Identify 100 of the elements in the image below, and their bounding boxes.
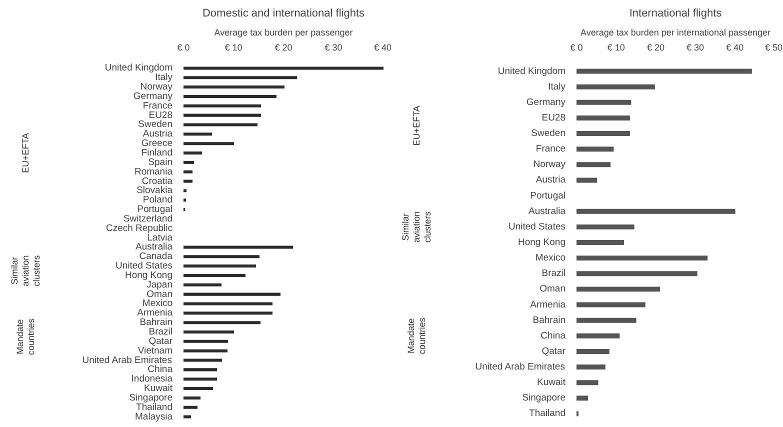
bar	[184, 396, 200, 400]
bar	[184, 368, 217, 372]
y-tick-label: United Arab Emirates	[475, 362, 566, 373]
bar	[576, 302, 646, 308]
y-tick-label: Sweden	[138, 119, 173, 130]
x-tick-label: € 40	[726, 42, 744, 52]
y-tick-label: United Arab Emirates	[82, 354, 172, 366]
bar	[576, 224, 634, 230]
y-tick-label: France	[536, 144, 566, 155]
y-tick-label: Spain	[148, 156, 173, 168]
y-tick-label: Japan	[146, 279, 173, 290]
y-tick-label: United Kingdom	[104, 62, 173, 74]
y-tick-label: Bahrain	[532, 314, 566, 326]
y-tick-label: Kuwait	[536, 377, 566, 388]
bar	[576, 162, 611, 168]
y-tick-label: Germany	[133, 90, 173, 102]
y-tick-label: Bahrain	[140, 317, 173, 328]
y-tick-label: Armenia	[530, 299, 566, 310]
bar	[184, 104, 261, 108]
x-tick-label: € 10	[224, 42, 242, 52]
x-tick-label: € 0	[177, 42, 190, 52]
y-tick-label: Germany	[526, 96, 566, 108]
y-tick-label: United States	[508, 221, 566, 232]
y-tick-label: Croatia	[142, 176, 174, 187]
bar	[184, 123, 258, 126]
x-axis-title: Average tax burden per international passenger	[580, 28, 770, 38]
y-tick-label: Sweden	[531, 128, 566, 140]
y-tick-label: Norway	[533, 159, 566, 170]
y-tick-label: Italy	[548, 81, 566, 92]
bar	[576, 240, 624, 245]
bar	[576, 100, 632, 105]
y-tick-label: Australia	[136, 242, 174, 253]
bar	[576, 131, 630, 136]
y-tick-label: Brazil	[542, 268, 566, 280]
bar	[184, 255, 260, 258]
bar	[184, 151, 202, 155]
y-tick-label: Portugal	[530, 190, 566, 202]
y-tick-label: Canada	[139, 251, 174, 262]
bar	[184, 132, 212, 136]
bar	[184, 349, 228, 352]
y-tick-label: Austria	[536, 174, 566, 186]
y-tick-label: Thailand	[529, 408, 566, 420]
x-tick-label: € 0	[570, 42, 583, 52]
bar	[184, 114, 261, 117]
x-tick-label: € 20	[646, 42, 664, 52]
bar	[576, 256, 708, 261]
bar	[576, 208, 736, 214]
bar	[184, 406, 198, 409]
y-tick-label: Oman	[540, 284, 566, 295]
y-tick-label: Kuwait	[144, 383, 173, 394]
bar	[576, 84, 655, 90]
bar	[184, 76, 297, 80]
bar	[184, 180, 192, 183]
bar	[184, 264, 256, 268]
bar	[184, 66, 384, 70]
y-tick-label: Switzerland	[123, 213, 173, 224]
bar	[184, 160, 194, 164]
bar	[576, 396, 588, 401]
x-axis-title: Average tax burden per passenger	[214, 28, 353, 38]
text: Similar aviation clusters	[400, 210, 432, 242]
text: EU+EFTA	[20, 132, 30, 174]
y-tick-label: Poland	[142, 194, 173, 206]
bar	[184, 387, 213, 390]
bar	[184, 330, 234, 334]
bar	[576, 318, 636, 323]
y-tick-label: Thailand	[136, 402, 173, 413]
y-tick-label: EU28	[542, 112, 566, 124]
y-tick-label: Austria	[142, 128, 174, 140]
bar	[184, 142, 234, 146]
bar	[576, 115, 630, 120]
y-tick-label: Hong Kong	[124, 270, 173, 281]
bar	[184, 170, 192, 174]
y-tick-label: Mexico	[142, 298, 173, 310]
bar	[576, 348, 610, 354]
y-tick-label: Malaysia	[135, 411, 174, 422]
bar	[184, 292, 280, 296]
y-tick-label: EU28	[148, 110, 172, 121]
bar	[184, 246, 293, 249]
bar	[576, 271, 698, 276]
bar	[184, 283, 222, 286]
bar	[184, 378, 217, 381]
bar	[184, 189, 186, 192]
y-tick-label: United Kingdom	[498, 66, 566, 77]
y-tick-label: Australia	[528, 206, 566, 217]
y-tick-label: Qatar	[148, 336, 173, 347]
y-tick-label: Brazil	[148, 326, 173, 338]
bar	[576, 333, 620, 338]
y-tick-label: France	[142, 100, 173, 112]
bar	[576, 178, 598, 183]
y-tick-label: Italy	[155, 72, 173, 84]
text: Mandate countries	[14, 318, 36, 355]
bar	[184, 340, 228, 343]
y-tick-label: Vietnam	[138, 345, 173, 356]
chart-title: Domestic and international flights	[202, 8, 366, 20]
bar	[576, 68, 752, 74]
text: EU+EFTA	[411, 106, 422, 146]
y-tick-label: Czech Republic	[106, 222, 173, 234]
y-tick-label: Singapore	[522, 392, 566, 404]
bar	[184, 415, 191, 418]
x-tick-label: € 20	[274, 42, 292, 52]
